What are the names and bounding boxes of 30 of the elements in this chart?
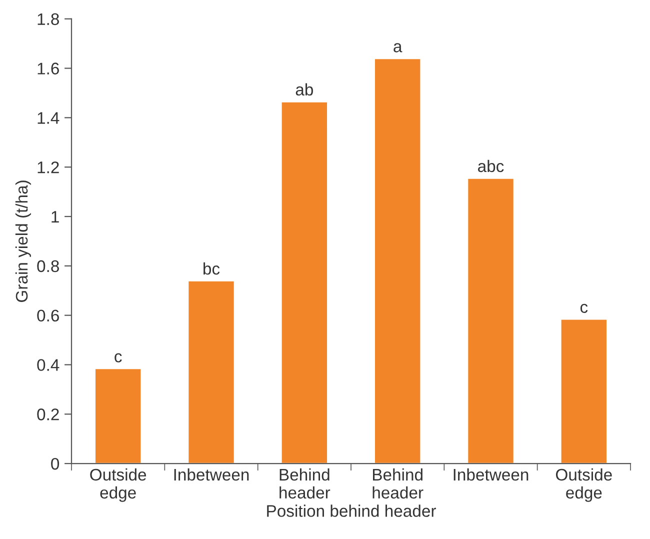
x-tick-label: Behind header [372, 468, 424, 499]
data-label: bc [204, 262, 220, 275]
x-tick-label: Behind header [280, 468, 330, 499]
x-tick-label: Outside edge [90, 468, 146, 502]
x-axis-title: Position behind header [267, 504, 436, 517]
bar [94, 368, 142, 464]
data-label: c [114, 353, 122, 362]
data-label: ab [296, 83, 313, 96]
y-tick-label: 1.4 [38, 112, 60, 124]
y-tick-label: 0.8 [37, 260, 59, 272]
y-tick-label: 0.6 [37, 310, 59, 322]
y-tick-label: 0.2 [37, 408, 59, 420]
x-tick-label: Outside edge [556, 468, 612, 502]
y-axis-title: Grain yield (t/ha) [15, 180, 31, 302]
bar [466, 178, 515, 464]
bar [560, 318, 608, 464]
data-label: a [394, 43, 402, 52]
x-tick-label: Inbetween [174, 468, 249, 481]
y-tick-label: 0.4 [37, 359, 60, 371]
data-label: c [580, 304, 588, 313]
data-label: abc [478, 160, 504, 172]
y-tick-label: 1.2 [38, 161, 59, 174]
y-tick-label: 0 [51, 458, 60, 470]
x-tick-label: Inbetween [454, 468, 528, 481]
bar [280, 100, 328, 464]
bar [187, 280, 236, 464]
y-tick-label: 1.8 [38, 13, 59, 26]
y-tick-label: 1.6 [38, 62, 59, 74]
bar [374, 58, 422, 464]
y-tick-label: 1 [52, 211, 59, 223]
